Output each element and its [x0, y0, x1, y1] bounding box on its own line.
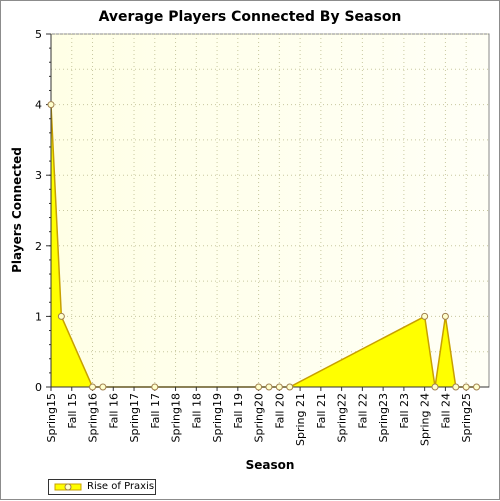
y-tick-label: 1 — [35, 310, 42, 323]
data-point — [265, 383, 273, 391]
y-tick-label: 0 — [35, 381, 42, 394]
x-tick-label: Spring16 — [87, 393, 100, 443]
x-tick-label: Fall 21 — [315, 393, 328, 429]
data-point — [473, 383, 481, 391]
x-tick-label: Spring17 — [128, 393, 141, 443]
data-point — [255, 383, 263, 391]
x-tick-label: Spring23 — [377, 393, 390, 443]
data-point — [151, 383, 159, 391]
x-tick-label: Spring19 — [211, 393, 224, 443]
data-point — [89, 383, 97, 391]
x-tick-label: Fall 24 — [439, 393, 452, 429]
data-point — [99, 383, 107, 391]
x-tick-label: Spring25 — [460, 393, 473, 443]
data-points — [47, 101, 481, 391]
y-tick-label: 2 — [35, 240, 42, 253]
chart-title: Average Players Connected By Season — [98, 9, 402, 25]
x-tick-label: Spring20 — [253, 393, 266, 443]
x-tick-label: Spring22 — [336, 393, 349, 443]
data-point — [57, 312, 65, 320]
x-tick-label: Fall 15 — [66, 393, 79, 429]
x-axis-label: Season — [245, 458, 295, 472]
x-tick-label: Fall 18 — [190, 393, 203, 429]
y-axis-label: Players Connected — [10, 147, 24, 273]
x-tick-label: Fall 22 — [356, 393, 369, 429]
data-point — [452, 383, 460, 391]
x-tick-label: Spring 21 — [294, 393, 307, 446]
tick-labels: 0 1 2 3 4 5 Spring15 Fall 15 Spring16 Fall 16 Spri… — [35, 28, 473, 446]
data-point — [286, 383, 294, 391]
x-tick-label: Spring 24 — [419, 393, 432, 446]
y-tick-label: 4 — [35, 99, 42, 112]
x-tick-label: Fall 16 — [107, 393, 120, 429]
y-tick-label: 3 — [35, 169, 42, 182]
x-tick-label: Spring15 — [45, 393, 58, 443]
data-point — [275, 383, 283, 391]
x-tick-label: Fall 20 — [273, 393, 286, 429]
x-tick-label: Fall 23 — [398, 393, 411, 429]
data-point — [421, 312, 429, 320]
legend: Rise of Praxis — [48, 479, 156, 495]
data-point — [47, 101, 55, 109]
y-tick-label: 5 — [35, 28, 42, 41]
data-point — [441, 312, 449, 320]
data-point — [462, 383, 470, 391]
legend-swatch-icon — [54, 483, 82, 491]
grid-lines — [51, 33, 489, 387]
legend-label: Rise of Praxis — [87, 481, 155, 492]
x-tick-label: Fall 17 — [149, 393, 162, 429]
data-point — [431, 383, 439, 391]
x-tick-label: Fall 19 — [232, 393, 245, 429]
x-tick-label: Spring18 — [170, 393, 183, 443]
